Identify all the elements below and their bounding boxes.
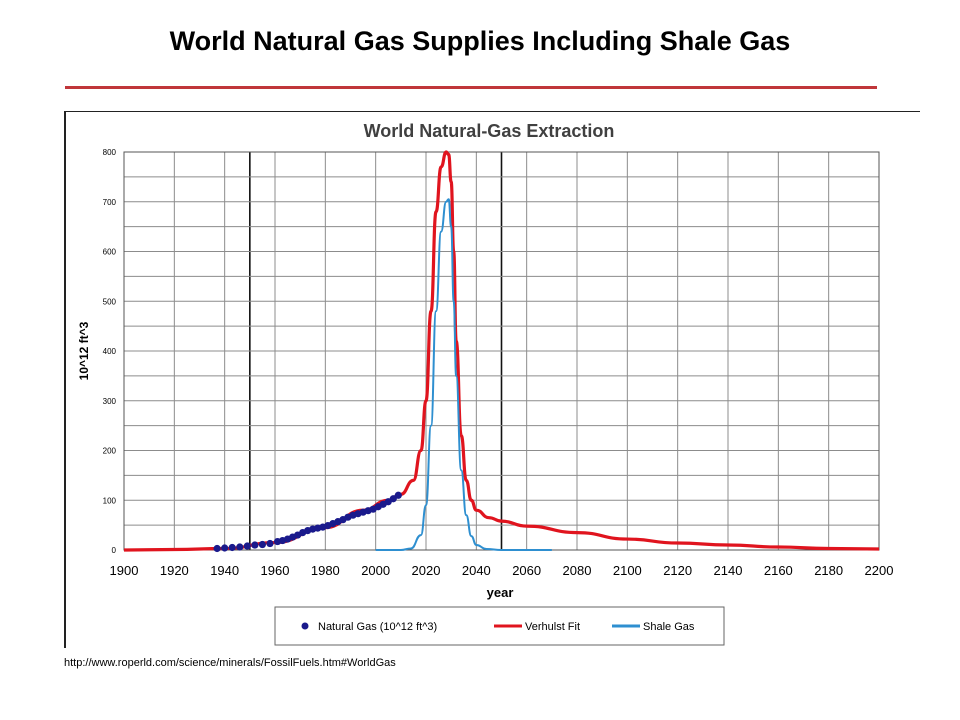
y-tick-label: 800 (103, 148, 117, 157)
y-tick-label: 600 (103, 248, 117, 257)
legend-label-verhulst: Verhulst Fit (525, 621, 580, 633)
y-tick-label: 200 (103, 447, 117, 456)
title-underline (65, 86, 877, 89)
x-tick-label: 2000 (361, 563, 390, 578)
x-tick-label: 2180 (814, 563, 843, 578)
chart-grid (123, 151, 880, 551)
natural-gas-point (236, 543, 244, 551)
natural-gas-point (228, 543, 236, 552)
x-tick-label: 2140 (714, 563, 743, 578)
natural-gas-point (266, 539, 274, 548)
natural-gas-point (251, 541, 259, 549)
natural-gas-point (389, 495, 397, 503)
x-tick-label: 2160 (764, 563, 793, 578)
chart-frame-top (64, 111, 920, 112)
natural-gas-point (394, 491, 402, 499)
chart-title: World Natural-Gas Extraction (364, 121, 615, 141)
source-link[interactable]: http://www.roperld.com/science/minerals/… (64, 657, 396, 669)
y-tick-label: 100 (103, 496, 117, 505)
y-tick-label: 0 (112, 546, 117, 555)
x-tick-label: 2200 (865, 563, 894, 578)
y-axis-tick-labels: 0 100 200 300 400 500 600 700 800 (103, 148, 117, 555)
shale-gas-line (375, 198, 552, 551)
chart-frame-left (64, 111, 66, 648)
x-tick-label: 2100 (613, 563, 642, 578)
x-tick-label: 1900 (110, 563, 139, 578)
chart-legend: Natural Gas (10^12 ft^3) Verhulst Fit Sh… (274, 606, 725, 646)
legend-label-natural-gas: Natural Gas (10^12 ft^3) (318, 621, 437, 633)
y-tick-label: 500 (103, 297, 117, 306)
y-tick-label: 400 (103, 347, 117, 356)
y-tick-label: 300 (103, 397, 117, 406)
natural-gas-point (243, 542, 251, 550)
natural-gas-point (213, 544, 221, 553)
chart-series (123, 150, 880, 553)
x-tick-label: 1960 (261, 563, 290, 578)
x-axis-label: year (487, 585, 514, 600)
y-axis-label: 10^12 ft^3 (77, 321, 91, 380)
y-tick-label: 700 (103, 198, 117, 207)
legend-marker-natural-gas (301, 622, 309, 630)
x-tick-label: 1940 (210, 563, 239, 578)
x-tick-label: 2060 (512, 563, 541, 578)
x-tick-label: 2040 (462, 563, 491, 578)
legend-label-shale: Shale Gas (643, 621, 695, 633)
natural-gas-point (221, 544, 229, 552)
x-axis-tick-labels: 1900 1920 1940 1960 1980 2000 2020 2040 2060 2080… (110, 563, 894, 578)
slide-title: World Natural Gas Supplies Including Sha… (169, 26, 791, 56)
natural-gas-point (258, 540, 267, 549)
x-tick-label: 2020 (412, 563, 441, 578)
x-tick-label: 2120 (663, 563, 692, 578)
x-tick-label: 1920 (160, 563, 189, 578)
x-tick-label: 1980 (311, 563, 340, 578)
x-tick-label: 2080 (563, 563, 592, 578)
